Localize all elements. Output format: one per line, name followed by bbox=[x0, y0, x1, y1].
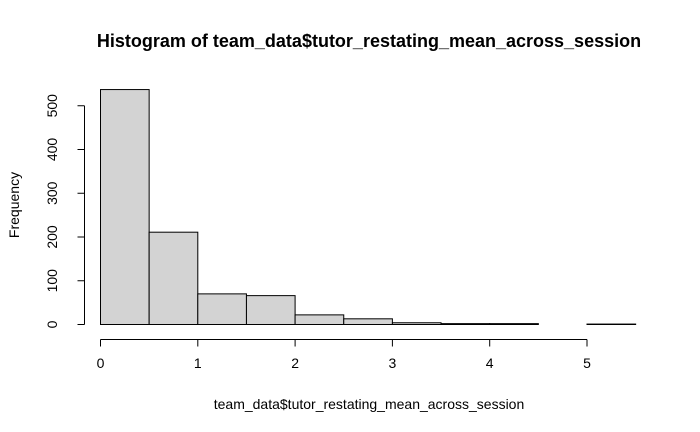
histogram-bars bbox=[100, 89, 637, 325]
y-tick-label: 0 bbox=[44, 320, 60, 328]
histogram-bar bbox=[148, 231, 199, 325]
y-tick-label: 100 bbox=[44, 269, 60, 293]
x-tick-label: 5 bbox=[583, 355, 591, 371]
y-tick-label: 500 bbox=[44, 94, 60, 118]
histogram-bar bbox=[343, 318, 393, 325]
x-tick-label: 3 bbox=[389, 355, 397, 371]
y-tick-label: 200 bbox=[44, 225, 60, 249]
histogram-bar bbox=[489, 323, 539, 325]
x-tick-label: 2 bbox=[291, 355, 299, 371]
x-tick-label: 0 bbox=[97, 355, 105, 371]
histogram-bar bbox=[294, 314, 345, 325]
histogram-bar bbox=[197, 293, 247, 325]
histogram-bar bbox=[100, 89, 150, 325]
histogram-bar bbox=[391, 322, 442, 325]
x-tick-label: 1 bbox=[194, 355, 202, 371]
chart-title: Histogram of team_data$tutor_restating_m… bbox=[97, 31, 641, 51]
histogram-bar bbox=[440, 323, 491, 325]
x-axis-label: team_data$tutor_restating_mean_across_se… bbox=[214, 396, 525, 412]
x-axis: 0 1 2 3 4 5 bbox=[97, 339, 591, 371]
histogram-bar bbox=[245, 295, 296, 325]
y-tick-label: 300 bbox=[44, 181, 60, 205]
x-tick-label: 4 bbox=[486, 355, 494, 371]
y-axis: 0 100 200 300 400 500 bbox=[44, 94, 85, 328]
y-tick-label: 400 bbox=[44, 138, 60, 162]
y-axis-label: Frequency bbox=[6, 172, 22, 238]
